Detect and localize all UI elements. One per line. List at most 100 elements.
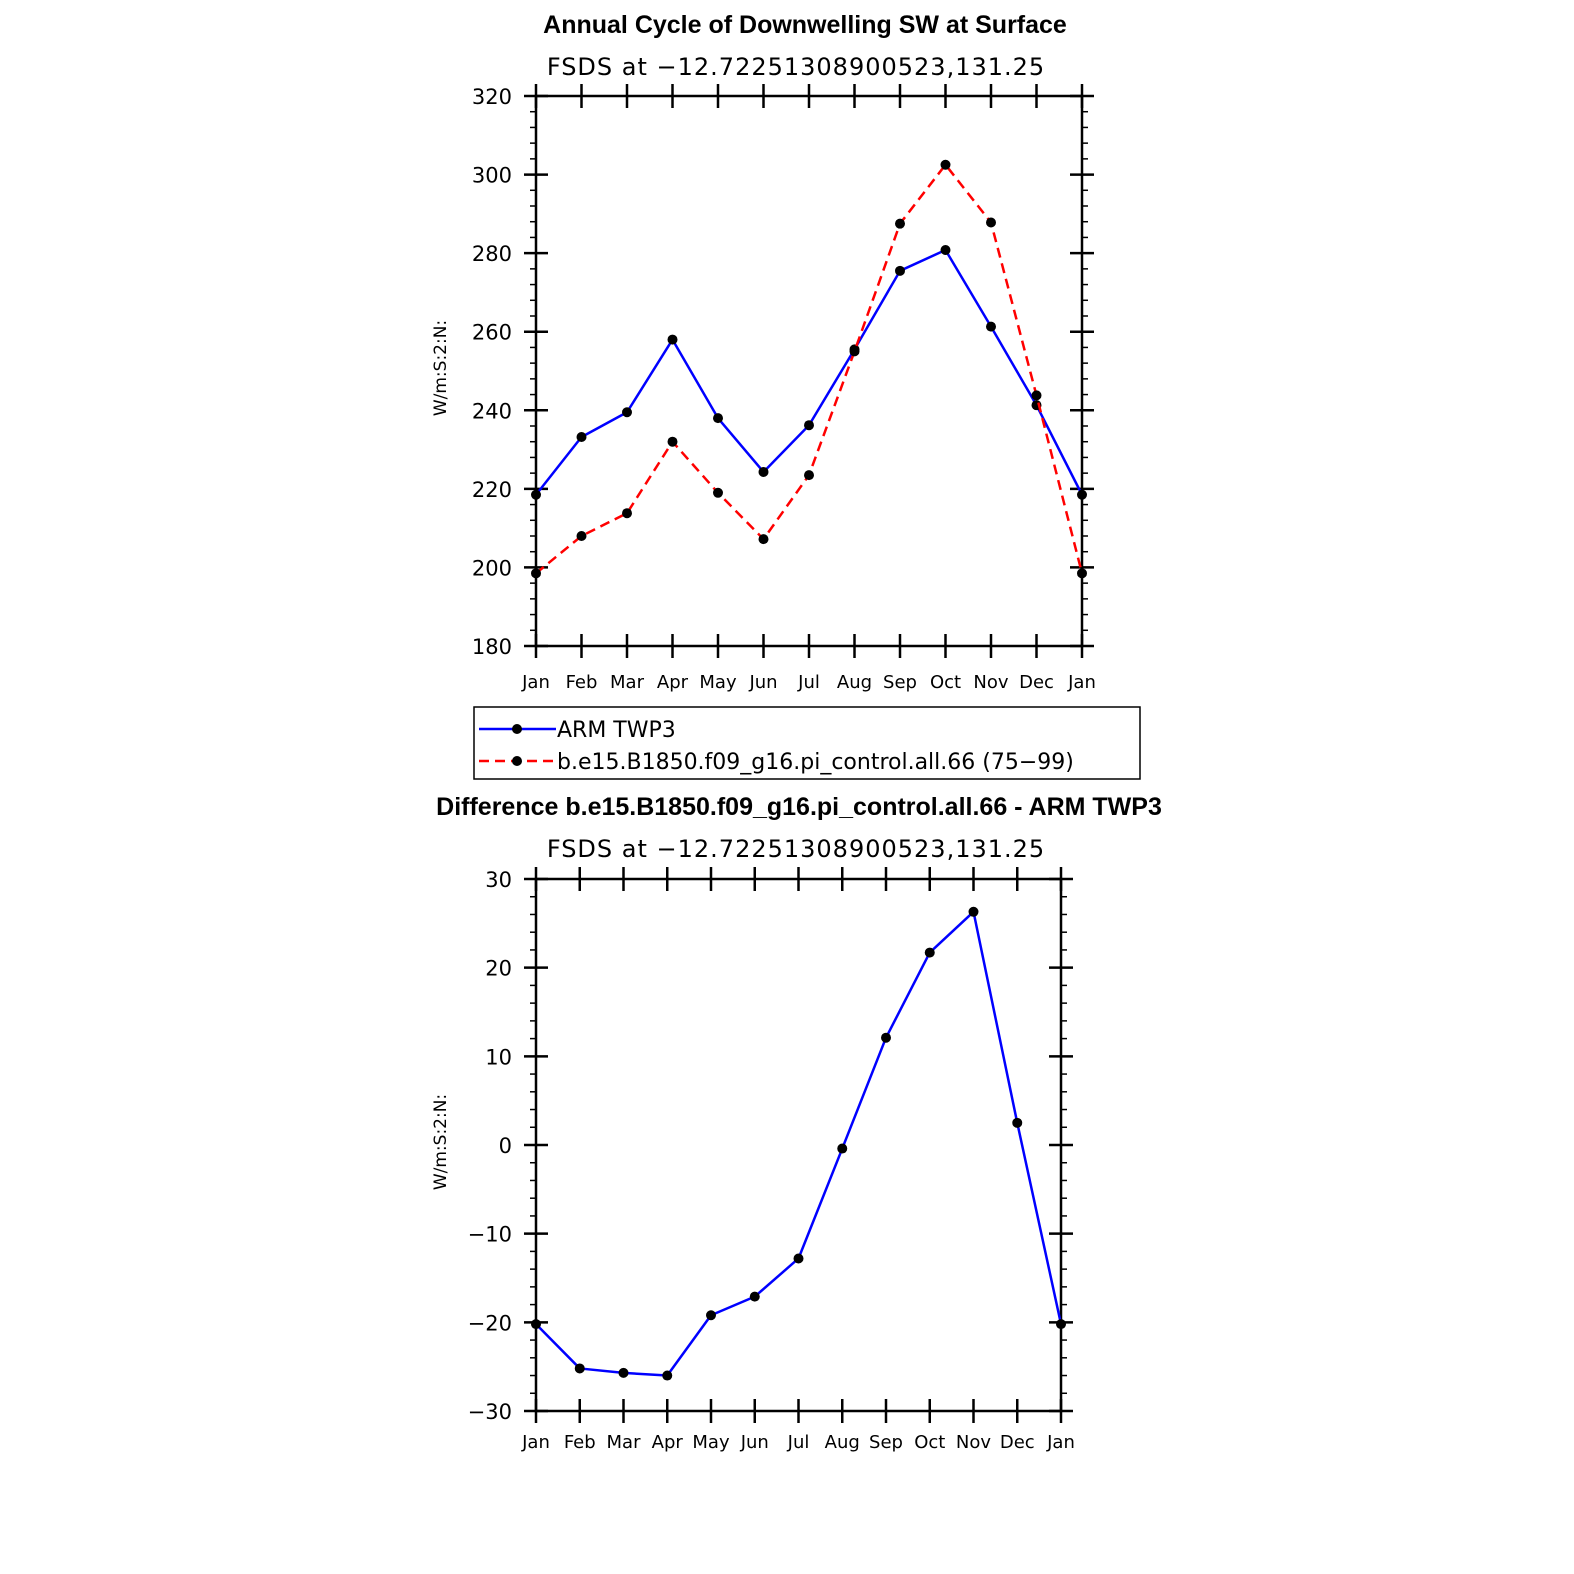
chart2-series	[531, 906, 1066, 1381]
y-tick-label: 20	[485, 957, 512, 981]
series-0-point	[1077, 489, 1087, 500]
series-0-point	[531, 489, 541, 500]
series-0-point	[793, 1253, 804, 1264]
series-0-point	[576, 432, 587, 442]
x-tick-label: Feb	[564, 1432, 596, 1453]
y-tick-label: 30	[485, 868, 512, 892]
chart2-axes: −30 −20 −10 0 10 20 30 Jan Feb Mar Apr May Jun Jul Aug…	[468, 867, 1075, 1453]
series-line-0	[535, 910, 1063, 1377]
y-tick-label: 300	[472, 164, 512, 188]
y-tick-label: 240	[472, 399, 512, 423]
series-1-point	[758, 534, 769, 545]
series-0-point	[706, 1310, 716, 1321]
series-1-point	[849, 346, 860, 357]
series-0-point	[881, 1032, 891, 1043]
series-0-point	[1056, 1319, 1066, 1330]
y-tick-label: 260	[472, 321, 512, 345]
legend-box	[473, 706, 1141, 780]
series-0-point	[924, 947, 935, 958]
y-tick-label: 180	[472, 635, 512, 659]
x-tick-label: Jul	[797, 672, 820, 693]
series-1-point	[1077, 568, 1087, 579]
x-tick-label: Dec	[1019, 672, 1054, 693]
legend-marker-arm	[512, 724, 522, 734]
x-tick-label: Aug	[825, 1432, 860, 1453]
chart1-legend: ARM TWP3 b.e15.B1850.f09_g16.pi_control.…	[473, 706, 1141, 780]
series-0-point	[837, 1143, 848, 1154]
chart2-title: Difference b.e15.B1850.f09_g16.pi_contro…	[436, 793, 1162, 821]
x-tick-label: Mar	[610, 672, 645, 693]
series-0-point	[895, 265, 905, 276]
y-tick-label: 10	[485, 1045, 512, 1069]
series-1-point	[667, 436, 678, 447]
x-tick-label: Jul	[787, 1432, 810, 1453]
chart2-ylabel: W/m:S:2:N:	[431, 1094, 451, 1190]
difference-chart: Difference b.e15.B1850.f09_g16.pi_contro…	[431, 793, 1162, 1453]
x-tick-label: Feb	[566, 672, 598, 693]
y-tick-label: 0	[499, 1134, 512, 1158]
chart1-subtitle: FSDS at −12.72251308900523,131.25	[547, 53, 1045, 81]
series-1-point	[940, 159, 951, 170]
legend-label-model: b.e15.B1850.f09_g16.pi_control.all.66 (7…	[557, 750, 1074, 775]
y-tick-label: −20	[468, 1311, 512, 1335]
series-0-point	[667, 334, 678, 345]
x-tick-label: Jan	[521, 672, 550, 693]
x-tick-label: Mar	[607, 1432, 642, 1453]
plot-frame	[534, 94, 1084, 648]
legend-marker-model	[512, 756, 522, 766]
series-0-point	[986, 321, 996, 332]
x-tick-label: Nov	[973, 672, 1008, 693]
x-tick-label: Jan	[521, 1432, 550, 1453]
series-0-point	[1012, 1117, 1023, 1128]
series-0-point	[968, 906, 979, 917]
x-tick-label: Oct	[914, 1432, 945, 1453]
series-0-point	[662, 1370, 673, 1381]
series-1-point	[1031, 390, 1042, 401]
x-tick-label: Jan	[1046, 1432, 1075, 1453]
series-0-point	[618, 1367, 629, 1378]
x-tick-label: Jan	[1067, 672, 1096, 693]
series-0-point	[531, 1319, 541, 1330]
series-0-point	[713, 413, 723, 424]
chart2-subtitle: FSDS at −12.72251308900523,131.25	[547, 835, 1045, 863]
legend-label-arm: ARM TWP3	[557, 718, 676, 743]
series-0-point	[749, 1291, 760, 1302]
x-tick-label: May	[699, 672, 737, 693]
y-tick-label: 320	[472, 85, 512, 109]
chart1-axes: 180 200 220 240 260 280 300 320 Jan Feb Mar Apr May J…	[472, 84, 1096, 693]
series-1-point	[986, 217, 996, 228]
x-tick-label: May	[692, 1432, 730, 1453]
series-0-point	[758, 466, 769, 477]
series-0-point	[622, 407, 632, 418]
x-tick-label: Nov	[956, 1432, 991, 1453]
x-tick-label: Dec	[1000, 1432, 1035, 1453]
chart1-series	[531, 159, 1087, 579]
x-tick-label: Apr	[657, 672, 689, 693]
chart1-ylabel: W/m:S:2:N:	[431, 320, 451, 416]
series-line-1	[535, 163, 1084, 575]
series-1-point	[576, 531, 587, 541]
y-tick-label: −30	[468, 1400, 512, 1424]
x-tick-label: Apr	[652, 1432, 684, 1453]
y-tick-label: −10	[468, 1223, 512, 1247]
series-1-point	[622, 508, 632, 519]
series-0-point	[804, 420, 814, 431]
series-1-point	[804, 470, 814, 481]
y-tick-label: 280	[472, 242, 512, 266]
series-1-point	[713, 487, 723, 498]
series-1-point	[895, 218, 905, 229]
series-0-point	[940, 245, 951, 255]
series-line-0	[535, 248, 1084, 496]
x-tick-label: Aug	[837, 672, 872, 693]
y-tick-label: 200	[472, 556, 512, 580]
x-tick-label: Oct	[930, 672, 961, 693]
x-tick-label: Jun	[748, 672, 777, 693]
annual-cycle-chart: Annual Cycle of Downwelling SW at Surfac…	[431, 11, 1141, 780]
chart1-title: Annual Cycle of Downwelling SW at Surfac…	[543, 11, 1067, 39]
y-tick-label: 220	[472, 478, 512, 502]
x-tick-label: Jun	[740, 1432, 769, 1453]
series-0-point	[574, 1363, 585, 1374]
x-tick-label: Sep	[869, 1432, 903, 1453]
series-1-point	[531, 568, 541, 579]
